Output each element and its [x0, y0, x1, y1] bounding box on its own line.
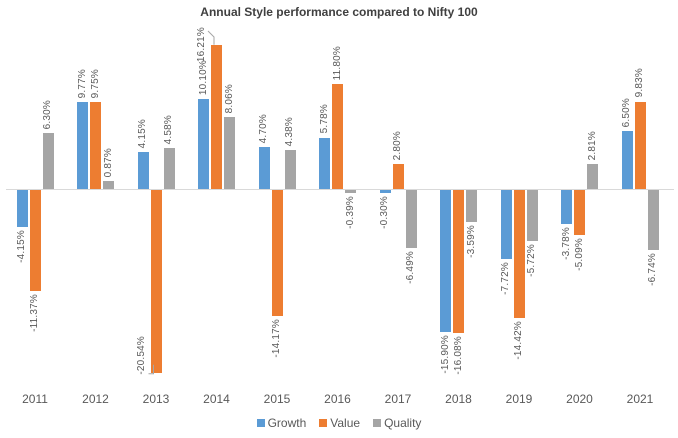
legend: Growth Value Quality	[0, 416, 678, 430]
bar-growth-2011	[16, 190, 28, 227]
bar-quality-2019	[526, 190, 538, 241]
bar-quality-2012	[103, 181, 114, 189]
data-label-value-2013: -20.54%	[135, 336, 147, 375]
data-label-growth-2017: -0.30%	[379, 195, 390, 229]
legend-label-growth: Growth	[267, 416, 307, 430]
data-label-value-2017: 2.80%	[392, 130, 403, 161]
legend-item-growth: Growth	[256, 416, 307, 430]
data-label-growth-2011: -4.15%	[16, 229, 27, 263]
data-label-growth-2020: -3.78%	[560, 226, 572, 260]
bar-quality-2013	[163, 148, 175, 189]
data-label-growth-2016: 5.78%	[318, 104, 330, 134]
data-label-quality-2018: -3.59%	[465, 224, 477, 258]
bar-growth-2016	[319, 137, 330, 189]
legend-swatch-value	[319, 419, 328, 427]
legend-item-quality: Quality	[373, 416, 421, 430]
bar-value-2014	[211, 44, 222, 189]
data-label-quality-2021: -6.74%	[647, 252, 658, 286]
data-label-growth-2019: -7.72%	[500, 261, 511, 295]
zero-axis-line	[6, 189, 674, 190]
bar-growth-2019	[500, 190, 512, 259]
x-axis-label-2013: 2013	[142, 392, 170, 406]
bar-value-2012	[90, 102, 101, 189]
data-label-quality-2017: -6.49%	[405, 250, 416, 284]
x-axis-label-2012: 2012	[82, 392, 109, 406]
data-label-value-2018: -16.08%	[452, 336, 464, 375]
x-axis-label-2015: 2015	[263, 392, 291, 406]
legend-swatch-growth	[256, 419, 265, 427]
bar-growth-2012	[77, 102, 88, 189]
data-label-value-2021: 9.83%	[634, 68, 645, 98]
x-axis-label-2019: 2019	[505, 392, 533, 406]
x-axis-label-2017: 2017	[384, 392, 412, 406]
data-label-quality-2015: 4.38%	[284, 116, 295, 147]
x-axis-label-2021: 2021	[626, 392, 654, 406]
bar-growth-2015	[258, 147, 270, 189]
data-label-quality-2011: 6.30%	[42, 99, 53, 129]
data-label-value-2016: 11.80%	[331, 45, 343, 80]
bar-value-2013	[150, 190, 162, 373]
x-axis-label-2014: 2014	[203, 392, 230, 406]
data-label-growth-2015: 4.70%	[258, 113, 269, 144]
data-label-growth-2013: 4.15%	[137, 118, 148, 149]
bar-value-2021	[634, 101, 646, 189]
bar-quality-2014	[224, 117, 235, 189]
data-label-quality-2013: 4.58%	[163, 114, 174, 145]
bar-value-2015	[271, 190, 283, 317]
data-label-value-2014: 16.21%	[196, 27, 207, 63]
legend-label-quality: Quality	[384, 416, 422, 430]
legend-label-value: Value	[330, 416, 361, 430]
bar-growth-2017	[379, 190, 391, 193]
bar-growth-2014	[198, 99, 209, 189]
bar-quality-2016	[345, 190, 356, 194]
bar-quality-2020	[587, 163, 598, 189]
bar-growth-2021	[621, 131, 633, 189]
data-label-quality-2019: -5.72%	[526, 243, 537, 277]
data-label-quality-2016: -0.39%	[344, 196, 356, 230]
data-label-value-2011: -11.37%	[29, 294, 40, 333]
chart-title: Annual Style performance compared to Nif…	[200, 5, 478, 19]
data-label-quality-2020: 2.81%	[586, 130, 598, 160]
bar-value-2016	[332, 83, 343, 189]
bar-growth-2018	[440, 190, 451, 332]
x-axis-label-2020: 2020	[566, 392, 593, 406]
data-label-value-2012: 9.75%	[89, 68, 101, 99]
data-label-value-2020: -5.09%	[573, 238, 585, 272]
x-axis-label-2018: 2018	[445, 392, 472, 406]
data-label-growth-2014: 10.10%	[197, 60, 209, 96]
data-label-growth-2018: -15.90%	[439, 334, 451, 374]
data-label-value-2019: -14.42%	[513, 321, 524, 360]
bar-growth-2020	[561, 190, 572, 224]
bar-quality-2021	[647, 190, 659, 250]
data-label-value-2015: -14.17%	[271, 319, 282, 358]
bar-quality-2015	[284, 150, 296, 189]
bar-value-2020	[574, 190, 585, 236]
data-label-growth-2012: 9.77%	[76, 68, 88, 99]
bar-value-2018	[453, 190, 464, 334]
bar-value-2011	[29, 190, 41, 292]
bar-quality-2011	[42, 132, 54, 189]
data-label-quality-2012: 0.87%	[102, 147, 114, 178]
x-axis-label-2011: 2011	[22, 392, 48, 406]
legend-swatch-quality	[373, 419, 382, 427]
bar-growth-2013	[137, 152, 149, 189]
bar-quality-2018	[466, 190, 477, 222]
bar-quality-2017	[405, 190, 417, 248]
bar-value-2017	[392, 164, 404, 189]
x-axis-label-2016: 2016	[324, 392, 351, 406]
bar-value-2019	[513, 190, 525, 319]
data-label-growth-2021: 6.50%	[621, 97, 632, 128]
legend-item-value: Value	[319, 416, 360, 430]
data-label-quality-2014: 8.06%	[223, 83, 235, 114]
